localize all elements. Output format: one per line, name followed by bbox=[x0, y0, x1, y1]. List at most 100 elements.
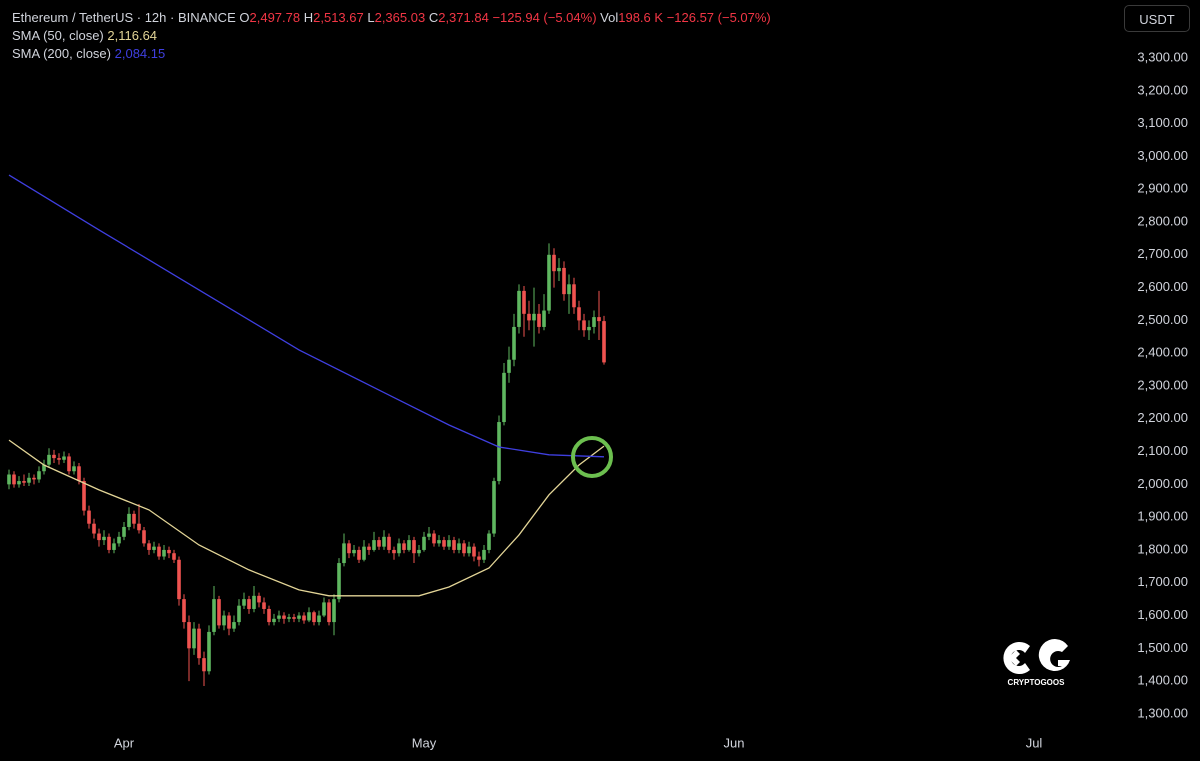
ohlc-value: 2,371.84 bbox=[438, 10, 489, 25]
volume-change: −126.57 (−5.07%) bbox=[666, 10, 771, 25]
candle-body bbox=[12, 474, 16, 485]
candle-body bbox=[257, 595, 261, 603]
watermark-text: CRYPTOGOOS bbox=[1008, 678, 1066, 687]
candle-body bbox=[137, 523, 141, 531]
currency-button[interactable]: USDT bbox=[1124, 5, 1190, 32]
candle-body bbox=[537, 313, 541, 327]
candle-body bbox=[602, 321, 606, 363]
volume-label: Vol bbox=[600, 10, 619, 25]
plot-area bbox=[7, 174, 606, 687]
y-tick-label: 2,500.00 bbox=[1137, 312, 1188, 327]
candle-body bbox=[397, 543, 401, 554]
candle-body bbox=[37, 471, 41, 480]
candle-body bbox=[522, 290, 526, 314]
candle-body bbox=[482, 549, 486, 560]
logo-g bbox=[1038, 639, 1070, 672]
candle-body bbox=[82, 481, 86, 511]
candle-body bbox=[557, 267, 561, 272]
candle-body bbox=[412, 540, 416, 554]
candle-body bbox=[452, 540, 456, 550]
candle-body bbox=[7, 474, 11, 485]
x-tick-label: Jun bbox=[724, 735, 745, 750]
candle-body bbox=[282, 615, 286, 619]
sma-line bbox=[8, 439, 605, 597]
candle-body bbox=[252, 595, 256, 609]
y-tick-label: 1,500.00 bbox=[1137, 640, 1188, 655]
y-tick-label: 2,000.00 bbox=[1137, 476, 1188, 491]
ohlc-value: 2,365.03 bbox=[374, 10, 426, 25]
candle-body bbox=[272, 618, 276, 623]
candle-body bbox=[432, 533, 436, 544]
indicator-value: 2,116.64 bbox=[107, 28, 158, 43]
candle-body bbox=[157, 546, 161, 557]
candle-body bbox=[542, 310, 546, 327]
x-tick-label: May bbox=[412, 735, 437, 750]
candle-body bbox=[327, 602, 331, 623]
candle-body bbox=[22, 481, 26, 483]
candle-body bbox=[177, 559, 181, 600]
candle-body bbox=[402, 543, 406, 550]
candle-body bbox=[587, 326, 591, 331]
candle-body bbox=[447, 540, 451, 547]
candle-body bbox=[132, 513, 136, 524]
ohlc-label: C bbox=[428, 10, 439, 25]
candle-body bbox=[467, 546, 471, 554]
candle-body bbox=[377, 540, 381, 547]
candle-body bbox=[192, 628, 196, 649]
candle-body bbox=[227, 615, 231, 629]
symbol-header: Ethereum / TetherUS · 12h · BINANCE O2,4… bbox=[12, 10, 771, 26]
y-tick-label: 2,900.00 bbox=[1137, 181, 1188, 196]
x-tick-label: Apr bbox=[114, 735, 135, 750]
candle-body bbox=[302, 615, 306, 621]
logo-c bbox=[1003, 641, 1030, 674]
y-tick-label: 3,000.00 bbox=[1137, 148, 1188, 163]
y-tick-label: 2,100.00 bbox=[1137, 443, 1188, 458]
candle-body bbox=[112, 543, 116, 550]
ohlc-label: O bbox=[239, 10, 250, 25]
watermark-logo: CRYPTOGOOS bbox=[1003, 639, 1070, 687]
candle-body bbox=[502, 372, 506, 423]
indicator-name: SMA (200, close) bbox=[12, 46, 111, 61]
candle-body bbox=[592, 317, 596, 327]
logo-mark bbox=[1008, 650, 1020, 666]
candle-body bbox=[307, 612, 311, 621]
candle-body bbox=[102, 536, 106, 541]
candle-body bbox=[72, 466, 76, 472]
candle-body bbox=[487, 533, 491, 550]
x-tick-label: Jul bbox=[1026, 735, 1043, 750]
candle-body bbox=[87, 510, 91, 524]
candle-body bbox=[342, 543, 346, 564]
candle-body bbox=[517, 290, 521, 327]
candle-body bbox=[527, 313, 531, 321]
candle-body bbox=[67, 456, 71, 472]
y-tick-label: 1,800.00 bbox=[1137, 541, 1188, 556]
candle-body bbox=[122, 526, 126, 537]
candle-body bbox=[212, 599, 216, 632]
candle-body bbox=[117, 536, 121, 544]
candle-body bbox=[532, 313, 536, 321]
ohlc-label: H bbox=[303, 10, 314, 25]
candle-body bbox=[292, 617, 296, 619]
candle-body bbox=[372, 540, 376, 550]
y-tick-label: 1,300.00 bbox=[1137, 705, 1188, 720]
indicator-value: 2,084.15 bbox=[114, 46, 166, 61]
candle-body bbox=[62, 456, 66, 460]
candle-body bbox=[577, 307, 581, 321]
candle-body bbox=[367, 546, 371, 550]
candle-body bbox=[52, 454, 56, 459]
candle-body bbox=[247, 599, 251, 609]
candle-body bbox=[107, 536, 111, 550]
candle-body bbox=[42, 464, 46, 472]
candle-body bbox=[152, 546, 156, 550]
candle-body bbox=[442, 540, 446, 547]
candle-body bbox=[357, 549, 361, 560]
candle-body bbox=[202, 658, 206, 672]
candle-body bbox=[337, 563, 341, 600]
symbol-title: Ethereum / TetherUS · 12h · BINANCE bbox=[12, 10, 236, 25]
candle-body bbox=[362, 546, 366, 560]
candle-body bbox=[417, 549, 421, 554]
candle-body bbox=[267, 608, 271, 623]
candle-body bbox=[392, 549, 396, 554]
y-tick-label: 2,200.00 bbox=[1137, 410, 1188, 425]
